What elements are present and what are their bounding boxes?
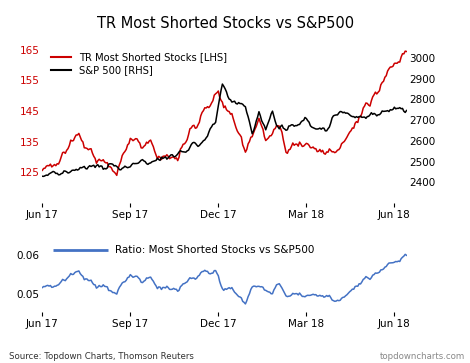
Text: TR Most Shorted Stocks vs S&P500: TR Most Shorted Stocks vs S&P500 [97,16,354,31]
Legend: TR Most Shorted Stocks [LHS], S&P 500 [RHS]: TR Most Shorted Stocks [LHS], S&P 500 [R… [47,49,231,79]
Text: Ratio: Most Shorted Stocks vs S&P500: Ratio: Most Shorted Stocks vs S&P500 [115,245,314,255]
Text: topdowncharts.com: topdowncharts.com [380,352,465,361]
Text: Source: Topdown Charts, Thomson Reuters: Source: Topdown Charts, Thomson Reuters [9,352,194,361]
